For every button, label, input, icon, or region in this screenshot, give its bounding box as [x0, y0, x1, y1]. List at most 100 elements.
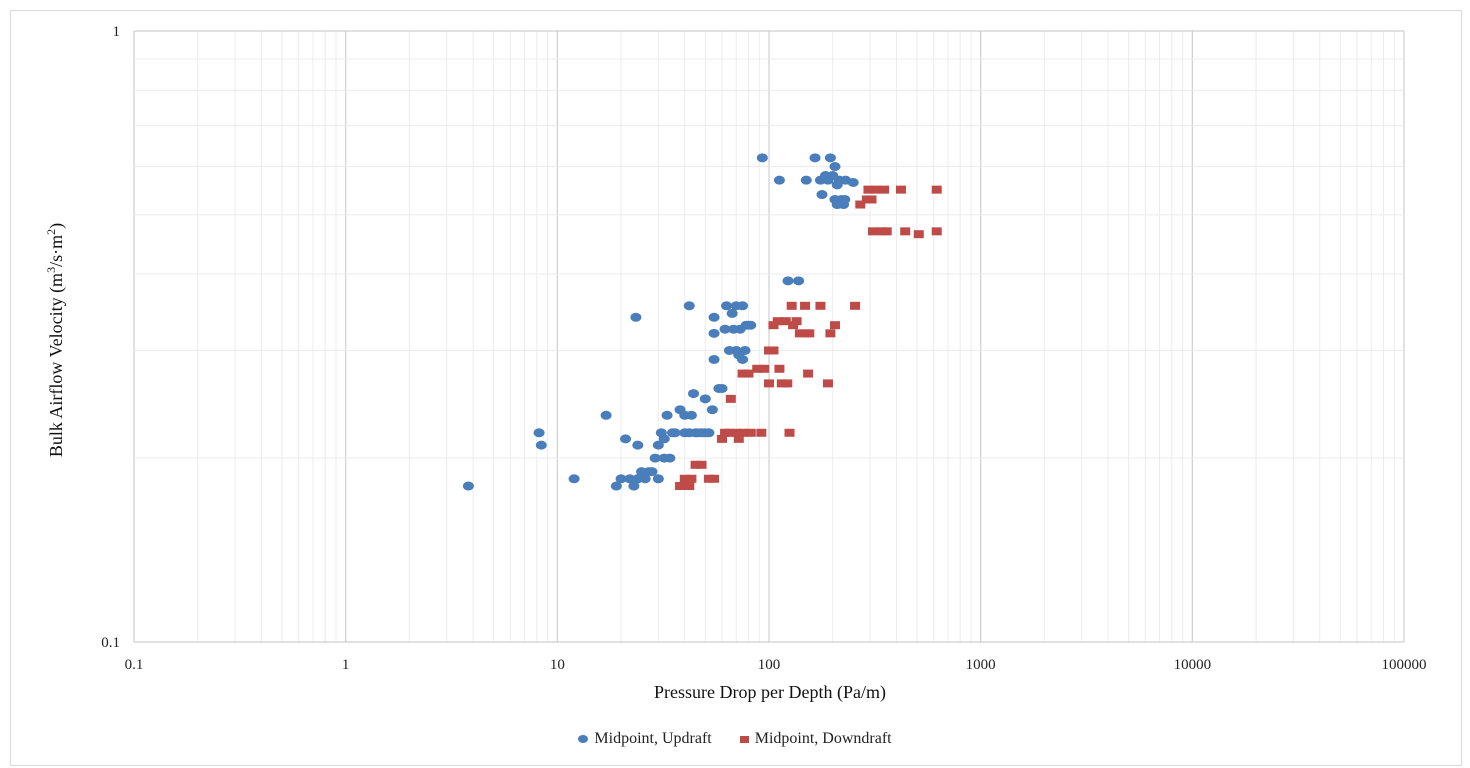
downdraft-point	[794, 329, 805, 338]
legend-label-downdraft: Midpoint, Downdraft	[754, 730, 892, 747]
downdraft-point	[684, 482, 695, 491]
downdraft-point	[850, 301, 861, 310]
downdraft-point	[868, 227, 879, 236]
updraft-point	[630, 312, 642, 322]
updraft-point	[847, 177, 859, 187]
x-tick-label: 100	[758, 657, 781, 673]
updraft-point	[652, 474, 664, 484]
updraft-point	[610, 481, 622, 491]
updraft-point	[620, 434, 632, 444]
downdraft-point	[780, 317, 791, 326]
updraft-point	[716, 383, 728, 393]
downdraft-point	[703, 474, 714, 483]
updraft-point	[699, 394, 711, 404]
y-tick-label: 1	[113, 24, 121, 40]
downdraft-point	[786, 301, 797, 310]
updraft-point	[737, 354, 749, 364]
downdraft-point	[876, 227, 887, 236]
x-tick-label: 1000	[966, 657, 996, 673]
downdraft-point	[725, 394, 736, 403]
downdraft-point	[774, 364, 785, 373]
downdraft-point	[743, 369, 754, 378]
x-tick-label: 10	[550, 657, 565, 673]
updraft-point	[628, 481, 640, 491]
downdraft-point	[690, 460, 701, 469]
downdraft-point	[800, 301, 811, 310]
updraft-point	[568, 474, 580, 484]
updraft-point	[829, 162, 841, 172]
updraft-point	[708, 312, 720, 322]
legend-label-updraft: Midpoint, Updraft	[594, 730, 712, 747]
legend: Midpoint, Updraft Midpoint, Downdraft	[0, 730, 1470, 748]
downdraft-point	[675, 482, 686, 491]
updraft-point	[782, 276, 794, 286]
x-tick-label: 100000	[1382, 657, 1427, 673]
updraft-point	[649, 453, 661, 463]
updraft-point	[688, 389, 700, 399]
downdraft-point	[931, 185, 942, 194]
downdraft-point	[782, 379, 793, 388]
updraft-point	[664, 453, 676, 463]
updraft-point	[632, 440, 644, 450]
downdraft-point	[717, 434, 728, 443]
downdraft-point	[696, 460, 707, 469]
downdraft-point	[825, 329, 836, 338]
square-marker-icon	[739, 735, 749, 743]
downdraft-point	[895, 185, 906, 194]
updraft-point	[800, 175, 812, 185]
downdraft-point	[752, 364, 763, 373]
downdraft-point	[879, 185, 890, 194]
updraft-point	[639, 474, 651, 484]
x-tick-label: 10000	[1174, 657, 1212, 673]
updraft-point	[721, 301, 733, 311]
updraft-point	[726, 308, 738, 318]
updraft-point	[683, 301, 695, 311]
updraft-point	[646, 467, 658, 477]
downdraft-point	[900, 227, 911, 236]
legend-item-updraft: Midpoint, Updraft	[578, 730, 712, 748]
downdraft-point	[823, 379, 834, 388]
downdraft-point	[784, 428, 795, 437]
x-tick-label: 0.1	[125, 657, 144, 673]
downdraft-point	[863, 185, 874, 194]
downdraft-point	[738, 428, 749, 437]
updraft-point	[685, 410, 697, 420]
y-tick-label: 0.1	[101, 635, 120, 651]
downdraft-point	[931, 227, 942, 236]
downdraft-point	[756, 428, 767, 437]
downdraft-point	[815, 301, 826, 310]
downdraft-point	[764, 379, 774, 388]
tick-labels: 0.1 1 10 100 1000 10000 100000 0.1 1	[101, 24, 1426, 673]
downdraft-point	[804, 329, 815, 338]
updraft-point	[462, 481, 474, 491]
grid	[133, 30, 1405, 643]
updraft-point	[533, 428, 545, 438]
downdraft-point	[870, 185, 881, 194]
downdraft-point	[855, 200, 866, 209]
updraft-point	[737, 301, 749, 311]
downdraft-point	[724, 428, 735, 437]
downdraft-point	[733, 434, 744, 443]
updraft-point	[600, 410, 612, 420]
downdraft-point	[829, 321, 840, 330]
updraft-point	[839, 194, 851, 204]
downdraft-point	[731, 428, 742, 437]
updraft-point	[719, 324, 731, 334]
updraft-point	[756, 153, 768, 163]
updraft-point	[793, 276, 805, 286]
downdraft-point	[791, 317, 802, 326]
updraft-point	[745, 320, 757, 330]
updraft-point	[708, 328, 720, 338]
downdraft-point	[768, 346, 779, 355]
x-axis-title: Pressure Drop per Depth (Pa/m)	[654, 682, 886, 703]
x-tick-label: 1	[342, 657, 350, 673]
downdraft-point	[745, 428, 756, 437]
updraft-point	[624, 474, 636, 484]
downdraft-point	[737, 369, 748, 378]
updraft-point	[615, 474, 627, 484]
downdraft-point	[709, 474, 720, 483]
downdraft-point	[759, 364, 770, 373]
downdraft-point	[866, 195, 877, 204]
downdraft-point	[881, 227, 892, 236]
